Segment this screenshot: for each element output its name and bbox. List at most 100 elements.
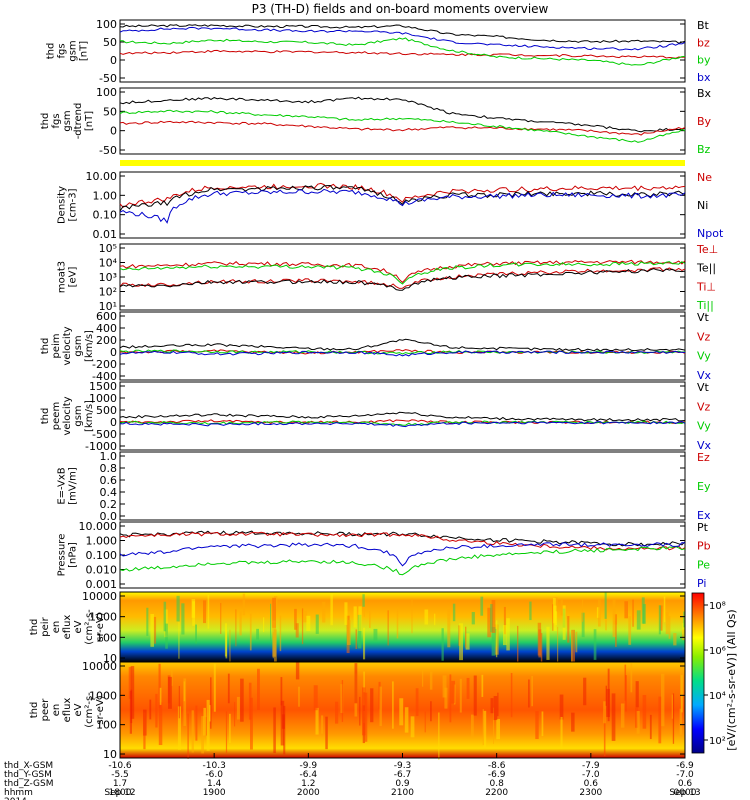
y-axis-title-line: sr-eV) (95, 612, 106, 641)
legend-label: Te|| (696, 262, 716, 275)
spectrogram-streak (452, 603, 456, 622)
series-line-Npot (119, 188, 686, 224)
y-tick-label: 0.4 (100, 486, 118, 499)
spectrogram-streak (207, 594, 210, 629)
legend-label: Vt (697, 311, 710, 324)
series-line-bz (119, 49, 686, 59)
y-tick-label: 600 (96, 310, 117, 323)
series-line-bx (119, 26, 686, 51)
panel-frame (119, 381, 686, 451)
y-tick-label: 0.6 (100, 474, 118, 487)
spectrogram-streak (680, 663, 684, 697)
spectrogram-streak (150, 614, 154, 647)
series-line-Vx (119, 420, 686, 428)
spectrogram-streak (229, 713, 231, 743)
spectrogram-streak (358, 606, 362, 632)
y-axis-title: thdfgsgsm[nT] (46, 40, 90, 61)
y-tick-label: -50 (99, 72, 117, 85)
y-axis-title-line: thd (46, 43, 57, 60)
spectrogram-streak (444, 687, 448, 709)
spectrogram-streak (298, 686, 300, 707)
y-axis-title-line: eflux (62, 615, 73, 640)
spectrogram-streak (203, 600, 206, 624)
spectrogram-streak (225, 711, 228, 753)
legend-label: Vy (697, 350, 711, 363)
spectrogram-streak (429, 671, 433, 690)
series-line-by (120, 37, 686, 66)
spectrogram-streak (540, 633, 543, 664)
y-tick-label: -1000 (85, 440, 117, 453)
panel-frame (119, 87, 686, 155)
spectrogram-streak (280, 677, 283, 706)
y-axis-title-line: -dtrend (73, 103, 84, 140)
spectrogram-streak (575, 631, 578, 653)
spectrogram-streak (503, 625, 507, 646)
x-tick-label: 0.9 (395, 779, 410, 789)
spectrogram-streak (658, 605, 661, 635)
spectrogram-streak (459, 678, 462, 713)
spectrogram-streak (635, 681, 639, 708)
x-tick-label: -7.9 (582, 761, 600, 771)
spectrogram-streak (430, 701, 432, 722)
legend-label: Te⊥ (696, 243, 718, 256)
spectrogram-streak (535, 711, 539, 740)
data-gap-bar (120, 160, 685, 166)
spectrogram-streak (325, 716, 328, 750)
legend-label: bx (697, 71, 711, 84)
legend-label: Bz (697, 143, 711, 156)
y-tick-label: 0 (110, 125, 117, 138)
spectrogram-streak (630, 663, 633, 693)
spectrogram-streak (661, 673, 665, 727)
legend-label: Ne (697, 171, 712, 184)
legend-label: Pt (697, 521, 709, 534)
spectrogram-streak (411, 598, 413, 634)
legend-label: Ti|| (696, 299, 714, 312)
spectrogram-streak (248, 682, 252, 720)
colorbar-ticks: 10⁸ 10⁶ 10⁴ 10² (704, 601, 726, 747)
spectrogram-streak (491, 600, 496, 633)
panel-frame (119, 311, 686, 381)
spectrogram-streak (399, 698, 404, 726)
x-tick-label: -5.5 (111, 770, 129, 780)
spectrogram-streak (249, 613, 252, 651)
spectrogram-streak (496, 719, 500, 740)
y-tick-label: -500 (92, 428, 117, 441)
figure-title: P3 (TH-D) fields and on-board moments ov… (252, 2, 549, 16)
spectrogram-streak (192, 601, 195, 626)
spectrogram-streak (279, 615, 282, 652)
y-axis-title-line: gsm (68, 40, 79, 61)
legend-label: Vt (697, 381, 710, 394)
legend-label: Vz (697, 330, 711, 343)
spectrogram-streak (605, 685, 607, 706)
series-line-Bz (119, 109, 686, 143)
y-axis-title-line: (cm²-s- (84, 692, 95, 728)
x-tick-label: 1900 (203, 788, 226, 798)
y-axis-title-line: thd (40, 338, 51, 355)
legend-label: by (697, 54, 711, 67)
spectrogram-streak (604, 592, 607, 619)
spectrogram-streak (158, 663, 161, 709)
y-tick-label: 1000 (89, 611, 117, 624)
spectrogram-streak (553, 597, 556, 624)
y-axis-title-line: peer (40, 698, 51, 722)
spectrogram-streak (668, 615, 671, 639)
x-tick-label: -10.6 (108, 761, 132, 771)
spectrogram-streak (625, 675, 627, 712)
legend-label: Npot (697, 227, 724, 240)
y-axis-title-line: gsm (62, 110, 73, 131)
y-axis-title-line: peem (51, 402, 62, 430)
x-tick-label: -7.0 (676, 770, 694, 780)
spectrogram-streak (559, 694, 564, 720)
series-line-Pi (119, 542, 686, 567)
panel-peir_en_eflux: 10000 1000 100 10 thdpeirenefluxeV(cm²-s-sr-… (29, 590, 686, 670)
spectrogram-streak (672, 693, 675, 744)
spectrogram-streak (628, 616, 632, 645)
spectrogram-streak (341, 680, 344, 722)
y-tick-label: 0 (110, 416, 117, 429)
y-tick-label: 0.10 (93, 209, 118, 222)
spectrogram-streak (571, 629, 575, 664)
spectrogram-streak (465, 633, 470, 650)
y-tick-label: 1000 (89, 689, 117, 702)
x-tick-label: -6.9 (676, 761, 694, 771)
spectrogram-streak (370, 688, 374, 723)
